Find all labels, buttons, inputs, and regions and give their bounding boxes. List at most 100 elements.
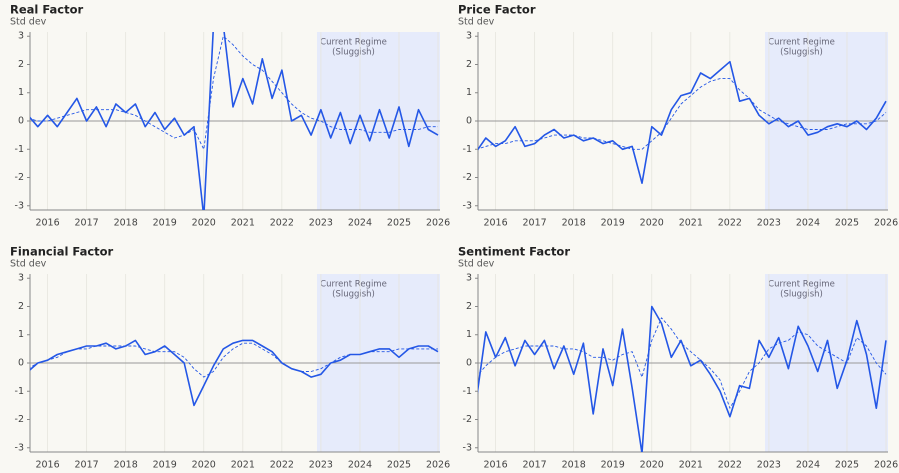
y-tick-label: -2 [463,172,472,183]
series-line [478,305,887,452]
y-tick-label: 1 [18,329,24,340]
x-tick-label: 2020 [192,460,216,471]
y-tick-label: -3 [463,200,472,211]
y-tick-label: -1 [15,386,24,397]
series-line [478,60,887,184]
chart-title: Financial Factor [10,245,114,259]
y-axis-label: Std dev [10,259,47,270]
x-tick-label: 2025 [387,460,411,471]
x-tick-label: 2017 [75,460,99,471]
x-tick-label: 2016 [35,460,59,471]
regime-label: Current Regime [768,38,835,48]
x-tick-label: 2024 [796,460,820,471]
y-tick-label: -3 [463,442,472,453]
x-tick-label: 2025 [387,218,411,229]
y-tick-label: -1 [463,386,472,397]
y-tick-label: 0 [466,116,472,127]
x-tick-label: 2017 [523,218,547,229]
x-tick-label: 2019 [153,218,177,229]
y-tick-label: 1 [466,329,472,340]
x-tick-label: 2021 [231,218,255,229]
x-tick-label: 2018 [114,460,138,471]
regime-label: Current Regime [768,280,835,290]
plot-area [478,60,887,184]
x-tick-label: 2017 [75,218,99,229]
x-tick-label: 2016 [35,218,59,229]
series-line [478,78,887,150]
y-tick-label: -1 [15,144,24,155]
series-line [30,32,439,210]
y-tick-label: -2 [463,414,472,425]
x-tick-label: 2023 [309,218,333,229]
y-tick-label: 0 [466,358,472,369]
y-axis-label: Std dev [458,259,495,270]
series-line [30,339,439,407]
x-tick-label: 2024 [348,218,372,229]
plot-area [478,305,887,452]
y-tick-label: -2 [15,172,24,183]
x-tick-label: 2022 [718,460,742,471]
x-tick-label: 2023 [757,460,781,471]
regime-label: (Sluggish) [332,48,375,58]
y-tick-label: -3 [15,200,24,211]
y-tick-label: 2 [466,301,472,312]
x-tick-label: 2022 [270,218,294,229]
y-tick-label: -1 [463,144,472,155]
x-tick-label: 2023 [757,218,781,229]
plot-area [30,339,439,407]
x-tick-label: 2021 [231,460,255,471]
regime-label: (Sluggish) [780,290,823,300]
y-tick-label: 1 [466,87,472,98]
regime-label: (Sluggish) [332,290,375,300]
y-tick-label: 3 [466,31,472,42]
x-tick-label: 2018 [114,218,138,229]
series-line [30,342,438,378]
x-tick-label: 2019 [601,460,625,471]
x-tick-label: 2024 [796,218,820,229]
regime-label: (Sluggish) [780,48,823,58]
y-tick-label: 0 [18,116,24,127]
chart-title: Sentiment Factor [458,245,570,259]
x-tick-label: 2022 [270,460,294,471]
series-line [30,35,438,150]
y-tick-label: 3 [466,273,472,284]
y-tick-label: -2 [15,414,24,425]
chart-title: Price Factor [458,3,536,17]
x-tick-label: 2021 [679,218,703,229]
x-tick-label: 2024 [348,460,372,471]
x-tick-label: 2022 [718,218,742,229]
x-tick-label: 2020 [640,218,664,229]
x-tick-label: 2020 [640,460,664,471]
x-tick-label: 2026 [874,218,898,229]
x-tick-label: 2026 [426,218,450,229]
y-tick-label: 2 [466,59,472,70]
x-tick-label: 2025 [835,218,859,229]
y-tick-label: 2 [18,301,24,312]
y-axis-label: Std dev [10,17,47,28]
x-tick-label: 2018 [562,218,586,229]
x-tick-label: 2023 [309,460,333,471]
x-tick-label: 2021 [679,460,703,471]
x-tick-label: 2026 [426,460,450,471]
plot-area [30,32,439,210]
y-axis-label: Std dev [458,17,495,28]
chart-title: Real Factor [10,3,84,17]
y-tick-label: 3 [18,31,24,42]
x-tick-label: 2016 [483,460,507,471]
regime-label: Current Regime [320,38,387,48]
x-tick-label: 2016 [483,218,507,229]
y-tick-label: 2 [18,59,24,70]
y-tick-label: 0 [18,358,24,369]
y-tick-label: 1 [18,87,24,98]
x-tick-label: 2018 [562,460,586,471]
x-tick-label: 2026 [874,460,898,471]
regime-label: Current Regime [320,280,387,290]
x-tick-label: 2019 [153,460,177,471]
x-tick-label: 2025 [835,460,859,471]
x-tick-label: 2020 [192,218,216,229]
x-tick-label: 2019 [601,218,625,229]
y-tick-label: 3 [18,273,24,284]
y-tick-label: -3 [15,442,24,453]
x-tick-label: 2017 [523,460,547,471]
